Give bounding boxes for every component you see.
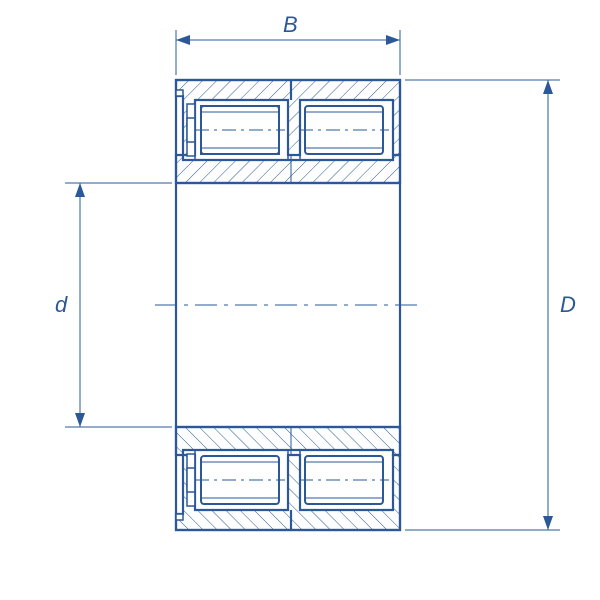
label-d: d <box>55 292 68 317</box>
lower-section <box>176 427 400 530</box>
upper-section <box>176 80 400 183</box>
label-B: B <box>283 12 298 37</box>
dimension-width-B: B <box>176 12 400 75</box>
dimension-inner-d: d <box>55 183 172 427</box>
dimension-outer-D: D <box>405 80 576 530</box>
label-D: D <box>560 292 576 317</box>
bearing-cross-section-diagram: B d D <box>0 0 600 600</box>
